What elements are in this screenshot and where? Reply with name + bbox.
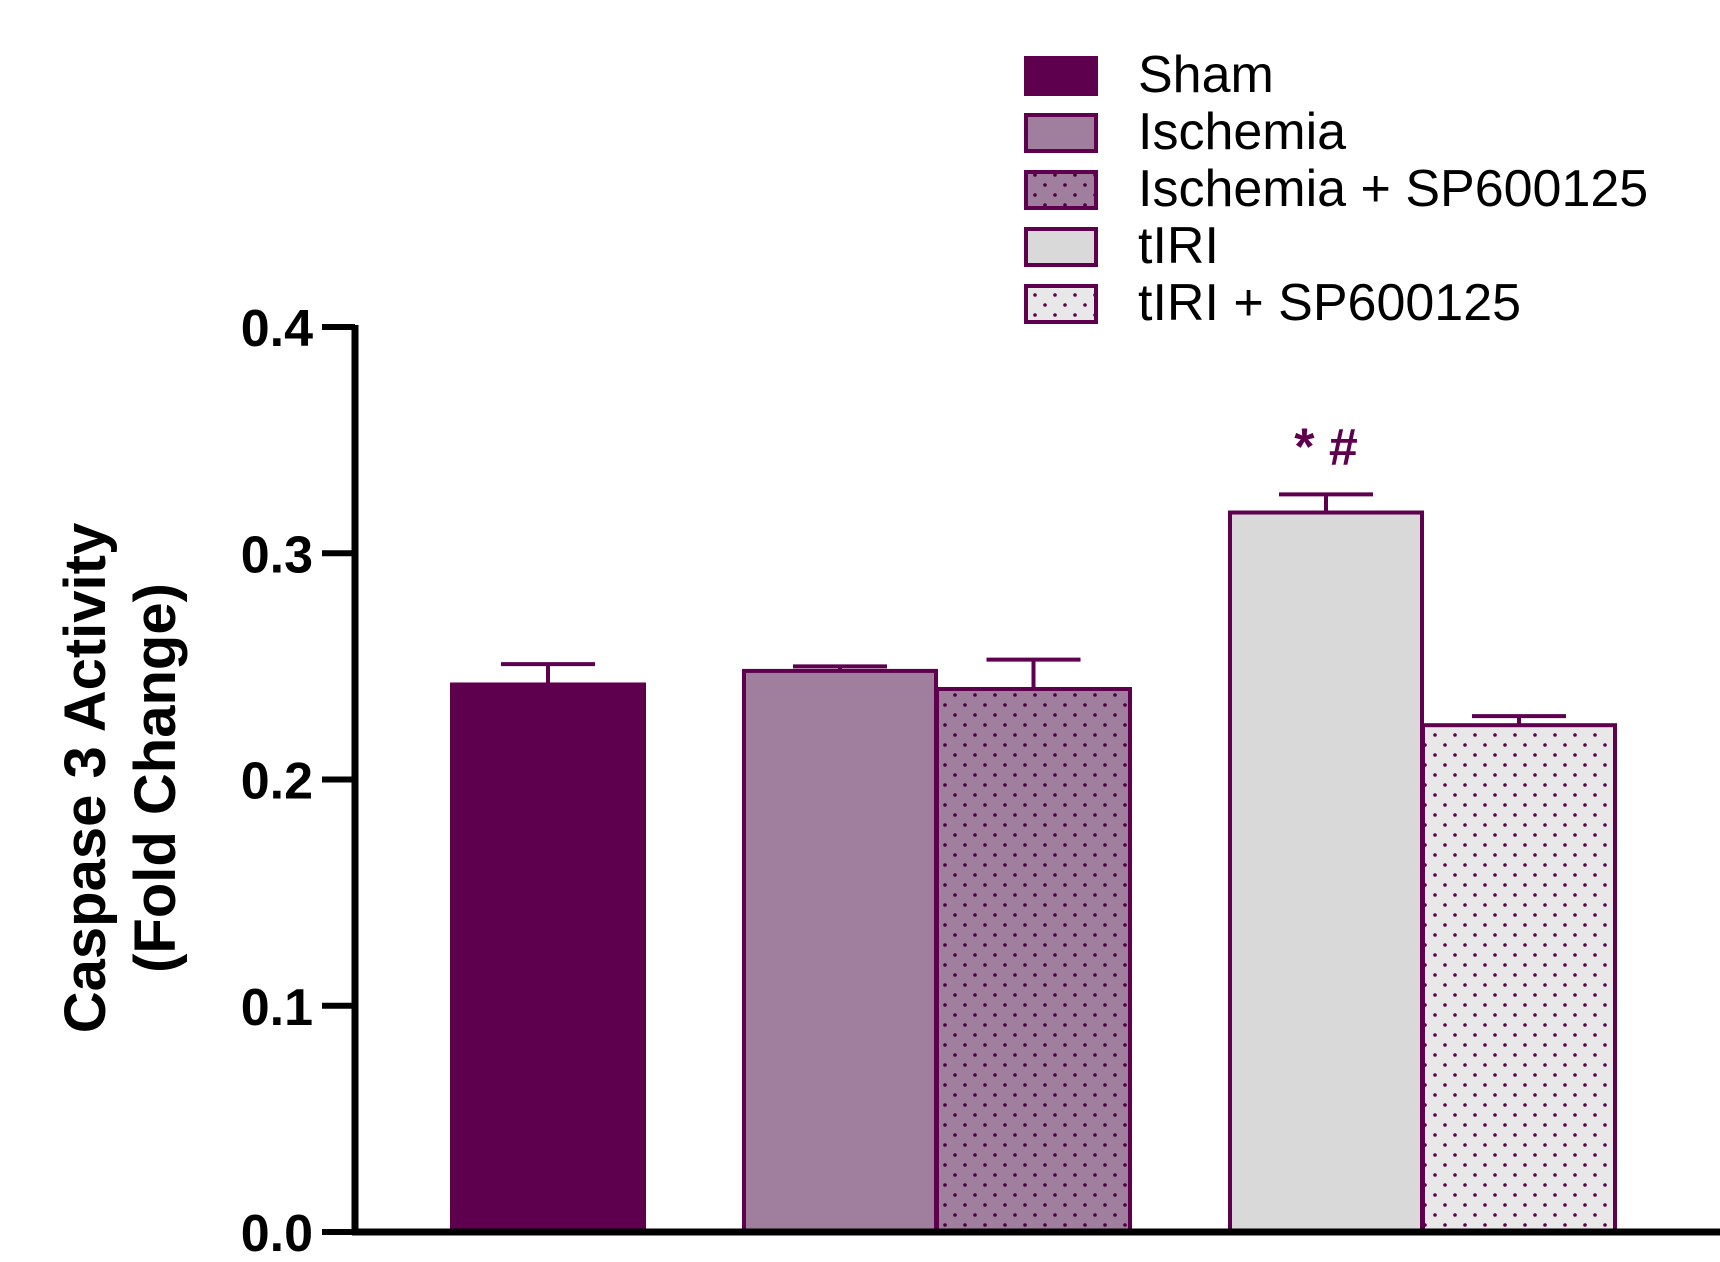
legend-label-tiri-plus-sp600125: tIRI + SP600125 <box>1138 274 1521 332</box>
legend-label-sham: Sham <box>1138 46 1274 104</box>
error-bars-group <box>501 492 1566 726</box>
bars-group <box>450 510 1617 1234</box>
legend-swatch-tiri <box>1024 227 1098 267</box>
bar-ischemia-plus-sp600125 <box>935 687 1132 1234</box>
y-axis-title-line-1: Caspase 3 Activity <box>53 523 118 1033</box>
bar-tiri <box>1228 510 1424 1234</box>
y-tick-label-0: 0.0 <box>241 1205 313 1262</box>
y-axis-title-line-2: (Fold Change) <box>123 583 188 973</box>
y-tick-label-3: 0.3 <box>241 526 313 584</box>
y-ticks-group: 0.0 0.1 0.2 0.3 0.4 <box>241 300 355 1262</box>
legend-swatch-tiri-plus-sp600125 <box>1024 284 1098 324</box>
y-tick-label-1: 0.1 <box>241 979 313 1037</box>
significance-annotation-0: * # <box>1294 418 1358 476</box>
legend-swatch-ischemia <box>1024 113 1098 153</box>
legend-label-ischemia: Ischemia <box>1138 103 1346 161</box>
legend-swatch-ischemia-plus-sp600125 <box>1024 170 1098 210</box>
bar-ischemia <box>742 668 938 1234</box>
y-tick-label-2: 0.2 <box>241 753 313 811</box>
legend-label-tiri: tIRI <box>1138 217 1219 275</box>
y-tick-label-4: 0.4 <box>241 300 313 358</box>
bar-sham <box>450 682 646 1234</box>
legend-label-ischemia-plus-sp600125: Ischemia + SP600125 <box>1138 160 1648 218</box>
bar-tiri-plus-sp600125 <box>1421 723 1617 1234</box>
annotations-group: * # <box>1294 418 1358 476</box>
axes-group: 0.0 0.1 0.2 0.3 0.4 <box>241 300 1720 1262</box>
legend-swatch-sham <box>1024 56 1098 96</box>
